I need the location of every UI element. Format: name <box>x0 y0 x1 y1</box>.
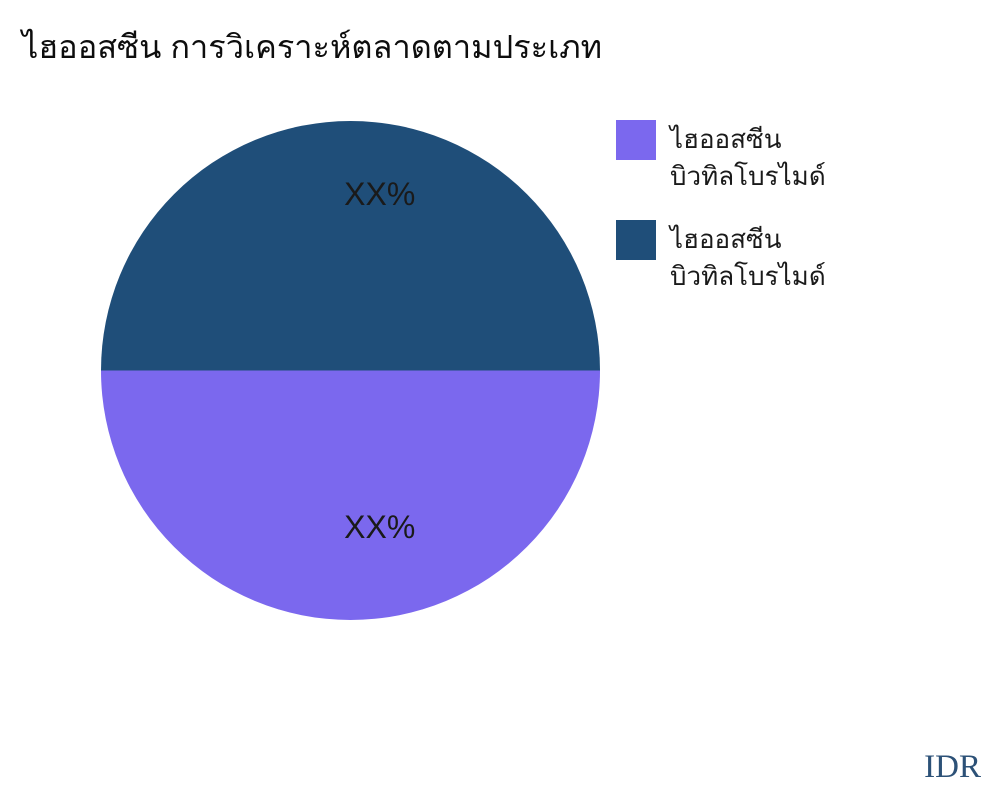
svg-text:XX%: XX% <box>344 176 415 212</box>
svg-text:XX%: XX% <box>344 509 415 545</box>
